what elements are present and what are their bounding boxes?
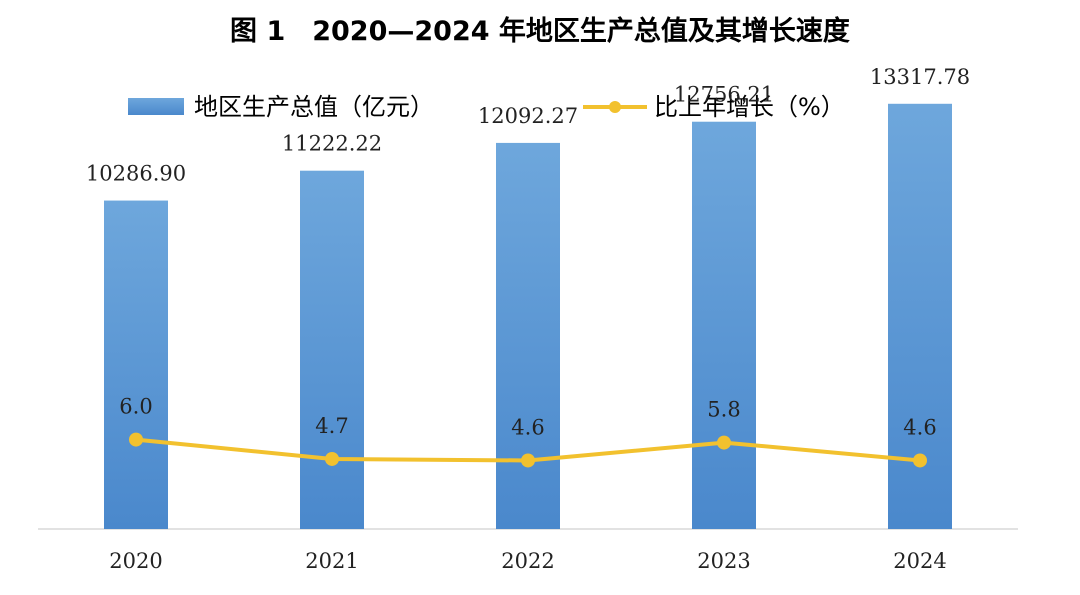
bar-value-label: 12092.27 bbox=[478, 104, 578, 128]
legend-bar-swatch bbox=[128, 98, 184, 115]
bar-value-label: 12756.21 bbox=[674, 83, 774, 107]
x-tick-label: 2021 bbox=[305, 549, 358, 573]
growth-value-label: 4.7 bbox=[315, 414, 348, 438]
x-tick-label: 2020 bbox=[109, 549, 162, 573]
growth-value-label: 4.6 bbox=[903, 415, 936, 439]
growth-value-label: 6.0 bbox=[119, 395, 152, 419]
x-tick-label: 2023 bbox=[697, 549, 750, 573]
labels: 10286.90 2020 11222.22 2021 12092.27 2022 1275… bbox=[86, 65, 970, 573]
growth-point bbox=[913, 453, 927, 468]
growth-point bbox=[521, 453, 535, 468]
bar-value-label: 10286.90 bbox=[86, 162, 186, 186]
legend-bar-label: 地区生产总值（亿元） bbox=[194, 93, 434, 121]
chart-title: 图 1 2020—2024 年地区生产总值及其增长速度 bbox=[230, 15, 850, 47]
legend-line-marker bbox=[609, 101, 621, 113]
growth-line bbox=[129, 432, 927, 468]
bars bbox=[104, 103, 952, 530]
growth-value-label: 4.6 bbox=[511, 415, 544, 439]
x-tick-label: 2022 bbox=[501, 549, 554, 573]
bar bbox=[300, 170, 364, 529]
bar bbox=[692, 121, 756, 530]
growth-point bbox=[129, 432, 143, 447]
bar bbox=[104, 200, 168, 529]
bar bbox=[496, 142, 560, 530]
legend-line-label: 比上年增长（%） bbox=[654, 93, 845, 121]
legend: 地区生产总值（亿元） 比上年增长（%） bbox=[128, 93, 845, 121]
growth-point bbox=[325, 451, 339, 466]
bar-value-label: 11222.22 bbox=[282, 132, 382, 156]
growth-value-label: 5.8 bbox=[707, 398, 740, 422]
growth-point bbox=[717, 435, 731, 450]
x-tick-label: 2024 bbox=[893, 549, 946, 573]
bar-value-label: 13317.78 bbox=[870, 65, 970, 89]
